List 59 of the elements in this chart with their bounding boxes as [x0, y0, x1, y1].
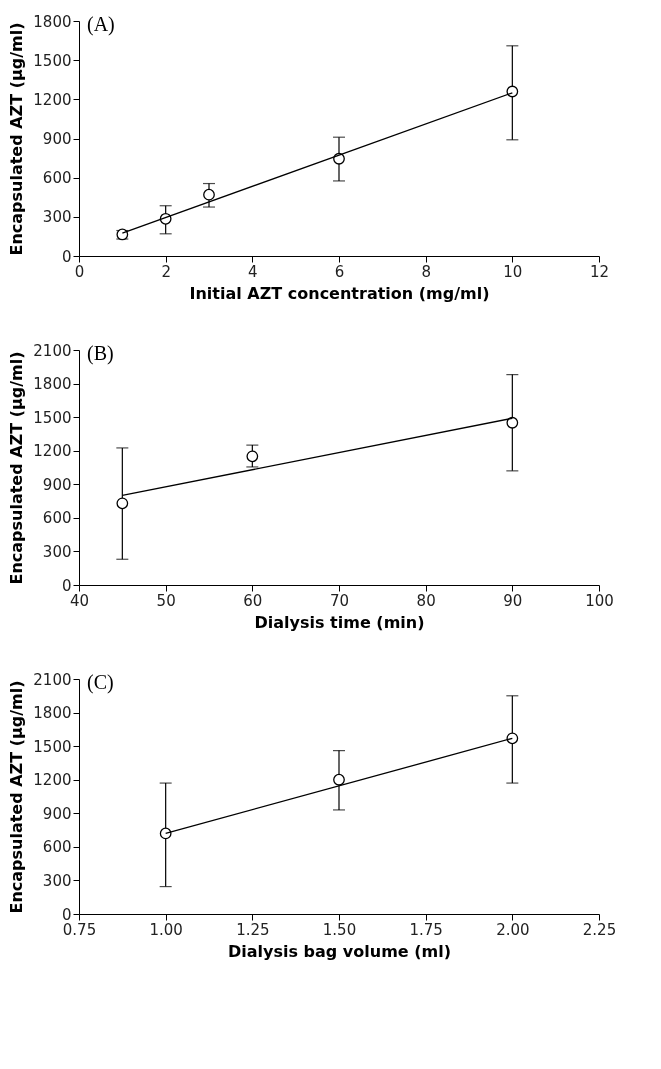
x-tick-label: 90	[503, 591, 523, 610]
y-axis-title: Encapsulated AZT (µg/ml)	[7, 680, 27, 914]
y-tick-label: 1500	[33, 51, 72, 70]
x-tick-label: 1.00	[149, 920, 183, 939]
point	[333, 773, 345, 786]
x-tick-label: 50	[156, 591, 176, 610]
y-tick-label: 1800	[33, 704, 72, 723]
x-tick-label: 1.50	[322, 920, 357, 939]
x-tick-label: 2	[161, 262, 171, 281]
y-tick-label: 600	[42, 509, 72, 528]
point	[506, 732, 519, 745]
y-tick-label: 1500	[33, 737, 72, 756]
y-tick-label: 1800	[33, 375, 72, 394]
x-tick-label: 70	[329, 591, 350, 610]
x-tick-label: 2.25	[582, 920, 617, 939]
y-tick-label: 1200	[33, 90, 72, 109]
x-axis-title: Dialysis bag volume (ml)	[227, 941, 452, 961]
x-tick-label: 2.00	[496, 920, 530, 939]
x-tick-label: 12	[589, 262, 610, 281]
y-tick-label: 2100	[33, 341, 72, 360]
y-axis-title: Encapsulated AZT (µg/ml)	[7, 351, 27, 585]
y-tick-label: 900	[42, 475, 72, 494]
y-tick-label: 1500	[33, 408, 72, 427]
point	[203, 188, 215, 201]
x-tick-label: 1.75	[409, 920, 443, 939]
y-axis-title: Encapsulated AZT (µg/ml)	[7, 22, 27, 256]
x-tick-label: 8	[421, 262, 431, 281]
x-tick-label: 100	[585, 591, 614, 610]
y-tick-label: 0	[61, 247, 72, 266]
y-tick-label: 600	[42, 169, 72, 188]
x-axis-title: Initial AZT concentration (mg/ml)	[189, 283, 490, 303]
x-axis-title: Dialysis time (min)	[254, 612, 425, 632]
annotation: (C)	[87, 671, 114, 694]
x-tick-label: 1.25	[236, 920, 270, 939]
y-tick-label: 300	[42, 542, 72, 561]
y-tick-label: 1800	[33, 12, 72, 31]
x-tick-label: 6	[334, 262, 345, 281]
y-tick-label: 300	[42, 208, 72, 227]
point	[506, 416, 519, 429]
annotation: (B)	[87, 342, 114, 365]
y-tick-label: 900	[42, 804, 72, 823]
y-tick-label: 600	[42, 838, 72, 857]
x-tick-label: 60	[243, 591, 263, 610]
point	[116, 497, 129, 510]
x-tick-label: 0	[74, 262, 85, 281]
y-tick-label: 300	[42, 871, 72, 890]
annotation: (A)	[87, 13, 115, 36]
y-tick-label: 0	[61, 576, 72, 595]
x-tick-label: 40	[69, 591, 90, 610]
y-tick-label: 1200	[33, 442, 72, 461]
y-tick-label: 2100	[33, 670, 72, 689]
y-tick-label: 900	[42, 130, 72, 148]
point	[506, 85, 519, 98]
x-tick-label: 80	[416, 591, 436, 610]
y-tick-label: 1200	[33, 771, 72, 790]
x-tick-label: 10	[503, 262, 523, 281]
point	[246, 450, 259, 463]
x-tick-label: 4	[248, 262, 258, 281]
point	[159, 827, 172, 840]
